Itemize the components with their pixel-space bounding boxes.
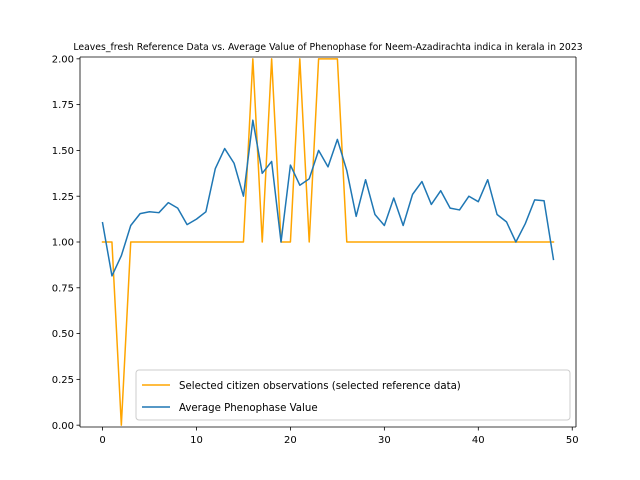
y-tick-label: 0.00	[52, 421, 74, 432]
y-tick-label: 1.25	[52, 192, 74, 203]
chart-title: Leaves_fresh Reference Data vs. Average …	[73, 42, 582, 53]
legend: Selected citizen observations (selected …	[135, 369, 571, 421]
y-tick-label: 1.75	[52, 100, 74, 111]
y-tick-label: 0.25	[52, 375, 74, 386]
axes-layer: 0 10 20 30 40 50 0.00 0.25 0.50 0.75 1.00 1.25 1.50 1…	[52, 54, 579, 446]
x-tick-label: 10	[190, 435, 203, 446]
series-line-1	[101, 58, 555, 426]
y-tick-label: 2.00	[52, 54, 74, 65]
x-tick-label: 0	[99, 435, 105, 446]
legend-box	[135, 369, 571, 421]
series-layer	[101, 58, 555, 426]
x-tick-label: 40	[472, 435, 485, 446]
y-tick-label: 0.75	[52, 283, 74, 294]
legend-label-2: Average Phenophase Value	[179, 403, 318, 414]
y-tick-label: 1.00	[52, 238, 74, 249]
x-tick-label: 30	[378, 435, 391, 446]
y-tick-label: 0.50	[52, 329, 74, 340]
legend-label-1: Selected citizen observations (selected …	[179, 381, 461, 392]
y-tick-label: 1.50	[52, 146, 74, 157]
x-tick-label: 20	[284, 435, 297, 446]
series-line-2	[101, 119, 555, 277]
x-tick-label: 50	[566, 435, 579, 446]
